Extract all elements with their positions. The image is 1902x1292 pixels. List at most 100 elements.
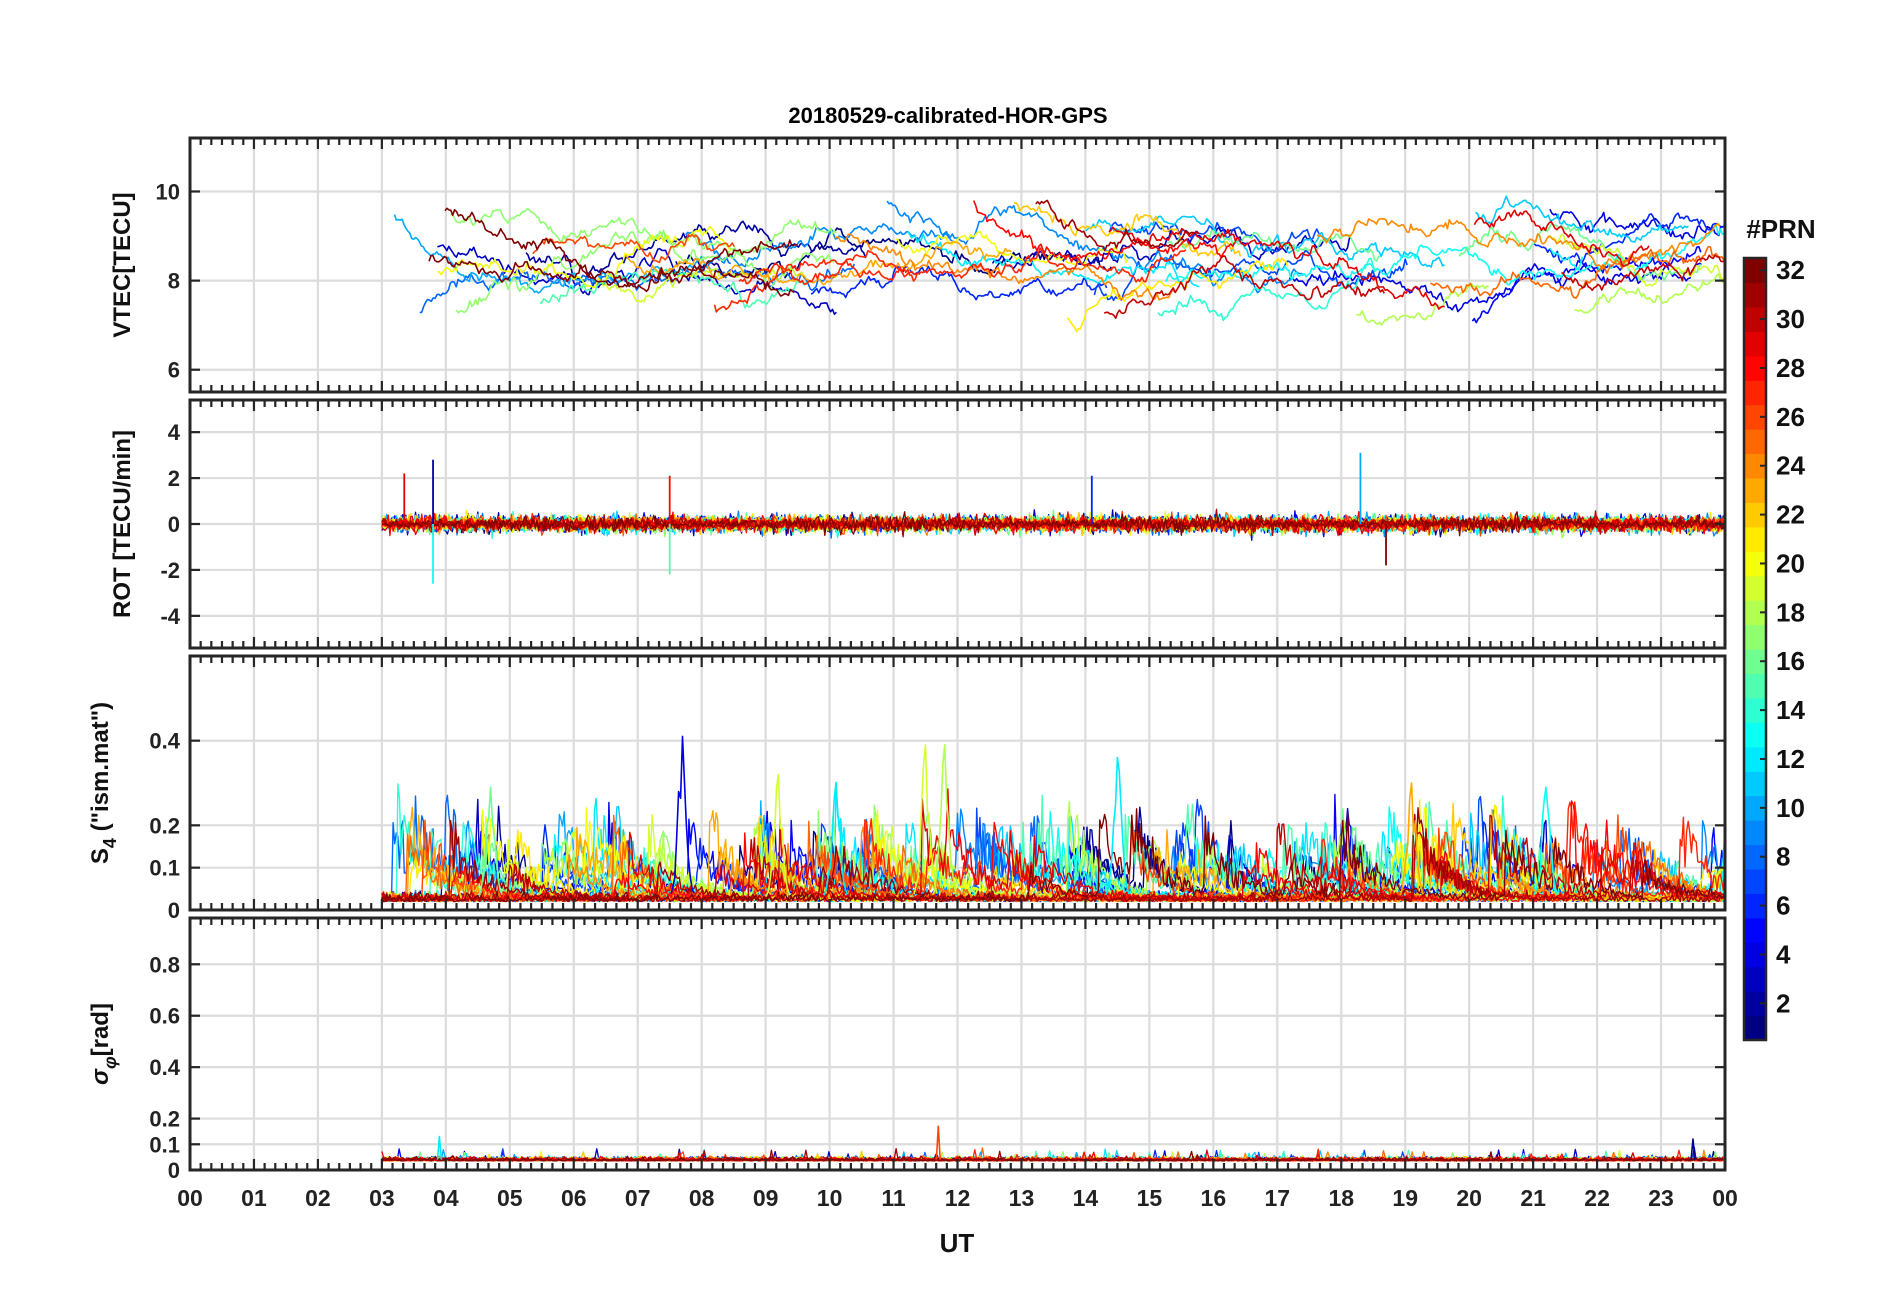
colorbar-bin: [1744, 575, 1766, 601]
s4-series-prn30: [381, 814, 1725, 903]
s4-peak: [670, 735, 695, 895]
panel-S4: 0 0.1 0.2 0.4 S4 ("ism.mat"): [87, 654, 1727, 923]
x-tick-label: 01: [241, 1185, 267, 1211]
s4-peak: [1105, 756, 1130, 896]
y-tick-label: 2: [168, 466, 180, 491]
y-tick-label: 0.6: [149, 1004, 180, 1029]
y-tick-label: 8: [168, 269, 180, 294]
x-tick-label: 09: [753, 1185, 779, 1211]
x-tick-label: 00: [1712, 1185, 1738, 1211]
vtec-series-prn30: [1103, 255, 1385, 320]
panel-VTEC: 6 8 10 VTEC[TECU]: [109, 136, 1727, 394]
colorbar-tick-label: 28: [1776, 353, 1805, 383]
y-axis-label: ROT [TECU/min]: [109, 430, 136, 618]
vtec-series-prn28: [972, 200, 1236, 263]
vtec-series-prn27: [713, 249, 921, 313]
colorbar-bin: [1744, 820, 1766, 846]
axis-ticks: [188, 400, 1727, 648]
colorbar-tick-label: 32: [1776, 255, 1805, 285]
colorbar-bin: [1744, 282, 1766, 308]
panel-ROT: -4 -2 0 2 4 ROT [TECU/min]: [109, 398, 1727, 650]
colorbar-bin: [1744, 746, 1766, 772]
s4-peak: [478, 786, 503, 896]
s4-peak: [913, 744, 938, 895]
y-tick-label: 10: [156, 179, 180, 204]
vtec-series-prn25: [1430, 245, 1725, 299]
colorbar-bin: [1744, 258, 1766, 284]
vtec-series-prn21: [1066, 257, 1289, 333]
y-tick-label: 0.8: [149, 952, 180, 977]
s4-series-prn31: [381, 807, 1725, 903]
vtec-series-prn26: [532, 233, 735, 264]
y-tick-label: 0.2: [149, 813, 180, 838]
panel-sigma_phi: 00.10.2 0.4 0.6 0.8 σφ[rad]: [87, 916, 1727, 1183]
grid: [190, 138, 1725, 392]
colorbar-bin: [1744, 991, 1766, 1017]
series-group: [393, 195, 1725, 333]
colorbar-bin: [1744, 306, 1766, 332]
colorbar-bin: [1744, 551, 1766, 577]
x-tick-label: 22: [1584, 1185, 1610, 1211]
colorbar-tick-label: 30: [1776, 304, 1805, 334]
colorbar-tick-label: 6: [1776, 891, 1790, 921]
x-tick-label: 08: [689, 1185, 715, 1211]
x-tick-label: 16: [1201, 1185, 1227, 1211]
colorbar-bin: [1744, 893, 1766, 919]
colorbar-tick-label: 24: [1776, 451, 1805, 481]
colorbar-bin: [1744, 600, 1766, 626]
x-tick-label: 04: [433, 1185, 459, 1211]
x-tick-label: 18: [1328, 1185, 1354, 1211]
colorbar-tick-label: 2: [1776, 988, 1790, 1018]
x-tick-label: 17: [1264, 1185, 1290, 1211]
vtec-series-prn6: [810, 265, 1108, 301]
vtec-series-prn32: [444, 207, 795, 297]
y-tick-label: -2: [160, 558, 180, 583]
vtec-series-prn20: [895, 230, 1129, 266]
x-tick-label: 14: [1073, 1185, 1099, 1211]
colorbar-bin: [1744, 477, 1766, 503]
y-tick-label: 0.4: [149, 729, 180, 754]
colorbar-tick-label: 4: [1776, 939, 1791, 969]
s4-peak: [932, 744, 957, 895]
sigma-peak: [1690, 1138, 1696, 1160]
x-tick-label: 05: [497, 1185, 523, 1211]
colorbar-bin: [1744, 502, 1766, 528]
colorbar-bin: [1744, 844, 1766, 870]
colorbar-tick-label: 26: [1776, 402, 1805, 432]
colorbar-bin: [1744, 795, 1766, 821]
x-tick-label: 03: [369, 1185, 395, 1211]
x-tick-label: 10: [817, 1185, 843, 1211]
vtec-series-prn22: [1014, 201, 1242, 257]
y-tick-label: 0: [168, 898, 180, 923]
y-axis-label: S4 ("ism.mat"): [87, 702, 120, 864]
x-tick-label: 00: [177, 1185, 203, 1211]
vtec-series-prn31: [1035, 199, 1200, 252]
vtec-series-prn29: [1108, 226, 1445, 310]
sigma-series-prn32: [381, 1150, 1724, 1162]
axis-ticks: [188, 138, 1727, 392]
vtec-series-prn32: [428, 239, 798, 288]
x-tick-label: 15: [1137, 1185, 1163, 1211]
colorbar-bin: [1744, 331, 1766, 357]
vtec-series-prn30: [1561, 254, 1725, 292]
colorbar-bin: [1744, 429, 1766, 455]
colorbar-tick-label: 8: [1776, 842, 1790, 872]
colorbar-tick-label: 16: [1776, 646, 1805, 676]
vtec-series-prn4: [1288, 262, 1702, 313]
y-axis-label: σφ[rad]: [87, 1003, 120, 1085]
series-group: [381, 452, 1725, 584]
vtec-series-prn16: [1458, 223, 1702, 282]
colorbar-bin: [1744, 1015, 1766, 1041]
sigma-peak: [935, 1125, 941, 1160]
s4-peak: [1399, 782, 1424, 896]
vtec-series-prn29: [1473, 209, 1650, 268]
s4-peak: [823, 782, 849, 895]
s4-peak: [766, 773, 791, 896]
colorbar-frame: [1742, 256, 1768, 1042]
x-tick-label: 02: [305, 1185, 331, 1211]
vtec-series-prn1: [675, 227, 1112, 279]
y-axis-label: VTEC[TECU]: [109, 192, 136, 337]
